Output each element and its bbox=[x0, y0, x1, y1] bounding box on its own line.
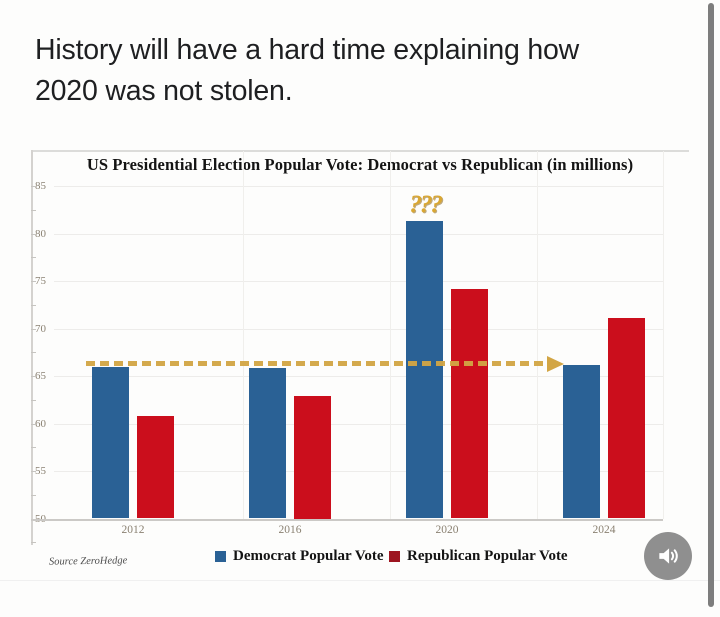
axis-tick bbox=[31, 423, 36, 425]
axis-tick bbox=[31, 257, 36, 259]
gridline-vertical bbox=[663, 151, 664, 519]
scrollbar-thumb[interactable] bbox=[708, 3, 714, 607]
y-axis-tick-label: 75 bbox=[35, 275, 46, 287]
legend-item-republican: Republican Popular Vote bbox=[389, 546, 568, 566]
gridline-vertical bbox=[537, 151, 538, 519]
gridline-vertical bbox=[390, 151, 391, 519]
x-axis-line bbox=[31, 518, 663, 521]
axis-tick bbox=[31, 494, 36, 496]
question-marks-annotation: ??? bbox=[408, 191, 442, 219]
axis-tick bbox=[31, 186, 36, 187]
x-axis-tick-label: 2024 bbox=[592, 523, 616, 536]
y-axis-tick-label: 80 bbox=[35, 227, 46, 240]
axis-tick bbox=[31, 233, 36, 235]
gridline-vertical bbox=[243, 151, 244, 519]
card-divider bbox=[0, 580, 720, 581]
axis-tick bbox=[31, 471, 36, 472]
bar-republican-2024 bbox=[608, 318, 645, 519]
speaker-icon bbox=[655, 543, 681, 569]
bar-democrat-2016 bbox=[249, 368, 286, 519]
y-axis-tick-label: 60 bbox=[35, 417, 46, 430]
gridline bbox=[54, 233, 663, 235]
democrat-legend-label: Democrat Popular Vote bbox=[233, 547, 384, 564]
bar-republican-2020 bbox=[451, 288, 488, 519]
y-axis-tick-label: 85 bbox=[35, 180, 46, 192]
axis-tick bbox=[31, 447, 36, 449]
bar-republican-2012 bbox=[137, 415, 174, 519]
gridline bbox=[54, 376, 663, 377]
axis-tick bbox=[31, 304, 36, 306]
bar-republican-2016 bbox=[294, 396, 331, 519]
y-axis-tick-label: 65 bbox=[35, 370, 46, 382]
y-axis-tick-label: 70 bbox=[35, 322, 46, 335]
bar-democrat-2012 bbox=[92, 367, 129, 519]
bar-democrat-2020 bbox=[406, 221, 443, 519]
gridline bbox=[54, 423, 663, 425]
y-axis-tick-label: 55 bbox=[35, 465, 46, 477]
gridline bbox=[54, 281, 663, 282]
axis-tick bbox=[31, 376, 36, 377]
axis-tick bbox=[31, 281, 36, 282]
axis-tick bbox=[31, 352, 36, 354]
x-axis-tick-label: 2012 bbox=[121, 523, 145, 536]
axis-tick bbox=[31, 399, 36, 401]
arrow-head-icon bbox=[547, 355, 564, 372]
axis-tick bbox=[31, 542, 36, 544]
chart-title: US Presidential Election Popular Vote: D… bbox=[86, 155, 634, 174]
republican-legend-swatch bbox=[389, 550, 400, 562]
headline-line-1: History will have a hard time explaining… bbox=[35, 34, 580, 66]
axis-tick bbox=[31, 328, 36, 330]
bar-democrat-2024 bbox=[563, 364, 600, 519]
axis-tick bbox=[31, 209, 36, 211]
dashed-arrow-line bbox=[86, 361, 547, 367]
gridline bbox=[54, 186, 663, 187]
y-axis-line bbox=[31, 150, 33, 545]
x-axis-tick-label: 2016 bbox=[278, 523, 302, 536]
gridline bbox=[54, 471, 663, 472]
gridline bbox=[54, 328, 663, 330]
source-credit: Source ZeroHedge bbox=[48, 555, 128, 568]
republican-legend-label: Republican Popular Vote bbox=[407, 547, 568, 564]
chart-top-rule bbox=[31, 150, 689, 152]
headline-line-2: 2020 was not stolen. bbox=[35, 75, 293, 107]
democrat-legend-swatch bbox=[215, 550, 226, 562]
legend-item-democrat: Democrat Popular Vote bbox=[215, 546, 384, 566]
x-axis-tick-label: 2020 bbox=[435, 523, 459, 536]
post-headline: History will have a hard time explaining… bbox=[35, 30, 685, 112]
audio-mute-button[interactable] bbox=[644, 532, 692, 580]
